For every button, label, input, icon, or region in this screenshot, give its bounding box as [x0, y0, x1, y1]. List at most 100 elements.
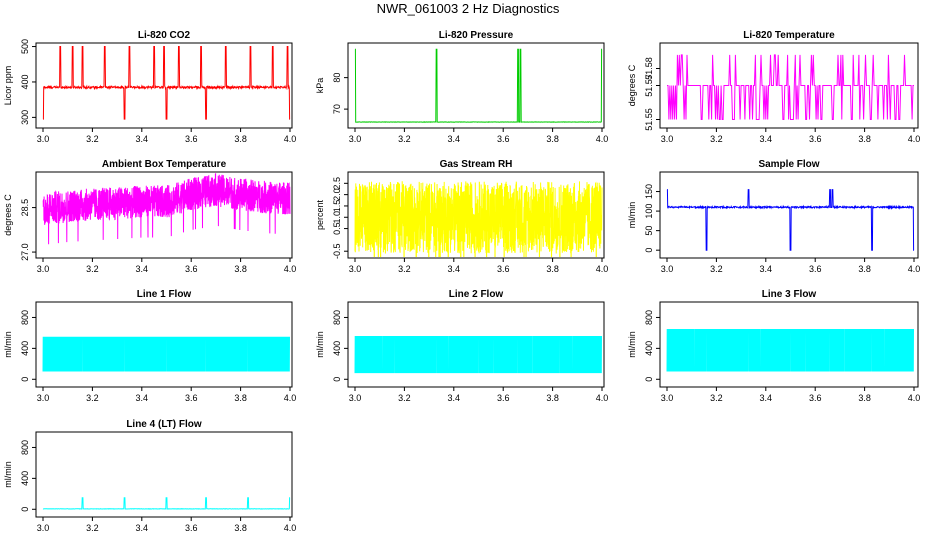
y-tick-label: 50 — [644, 226, 654, 236]
x-tick-label: 3.2 — [398, 393, 411, 403]
plot-panel-2: Li-820 Pressure kPa 3.0 3.2 3.4 3.6 3.8 4.0 70 80 — [315, 30, 608, 144]
y-tick-label: 800 — [332, 310, 342, 325]
x-tick-label: 3.2 — [710, 134, 723, 144]
x-tick-label: 3.0 — [661, 134, 674, 144]
data-series-line — [42, 497, 291, 510]
y-axis-label: ml/min — [315, 331, 325, 358]
x-tick-label: 4.0 — [284, 264, 297, 274]
x-tick-label: 3.6 — [809, 393, 822, 403]
x-tick-label: 3.4 — [136, 523, 149, 533]
y-tick-label: -0.5 — [332, 243, 342, 259]
plot-frame — [35, 171, 293, 259]
y-tick-label: 51.57 — [644, 74, 654, 97]
plot-title: Gas Stream RH — [440, 159, 513, 170]
plot-title: Line 1 Flow — [137, 289, 192, 300]
plot-frame — [35, 42, 293, 129]
plot-panel-7: Line 1 Flow ml/min 3.0 3.2 3.4 3.6 3.8 4.0 0 400 8… — [3, 289, 296, 403]
y-axis-label: ml/min — [3, 331, 13, 358]
data-series-line — [42, 173, 291, 245]
x-tick-label: 3.6 — [497, 264, 510, 274]
x-tick-label: 3.8 — [858, 134, 871, 144]
x-tick-label: 3.0 — [37, 134, 50, 144]
x-tick-label: 3.2 — [710, 264, 723, 274]
y-tick-label: 400 — [20, 74, 30, 89]
data-series-line — [666, 189, 915, 251]
x-tick-label: 3.8 — [234, 393, 247, 403]
y-tick-label: 400 — [20, 341, 30, 356]
x-tick-label: 3.8 — [546, 393, 559, 403]
y-axis-label: ml/min — [627, 331, 637, 358]
plot-frame — [347, 42, 605, 129]
x-tick-label: 3.2 — [86, 523, 99, 533]
plot-title: Sample Flow — [758, 159, 819, 170]
plot-title: Ambient Box Temperature — [102, 159, 227, 170]
y-tick-label: 80 — [332, 73, 342, 83]
y-axis-label: kPa — [315, 78, 325, 94]
plot-frame — [659, 171, 919, 259]
y-tick-label: 0 — [644, 248, 654, 253]
x-tick-label: 3.2 — [86, 264, 99, 274]
x-tick-label: 3.6 — [497, 134, 510, 144]
x-tick-label: 3.8 — [234, 134, 247, 144]
y-tick-label: 28.5 — [20, 199, 30, 217]
y-tick-label: 0 — [20, 507, 30, 512]
y-tick-label: 400 — [20, 471, 30, 486]
y-tick-label: 0 — [20, 377, 30, 382]
plot-frame — [659, 301, 919, 388]
plot-panel-3: Li-820 Temperature degrees C 3.0 3.2 3.4 3.6 3… — [627, 30, 920, 144]
plot-title: Li-820 Pressure — [439, 30, 514, 41]
plot-frame — [347, 171, 605, 259]
y-axis-label: ml/min — [3, 461, 13, 488]
data-series-line — [354, 181, 603, 257]
x-tick-label: 3.0 — [37, 393, 50, 403]
y-tick-label: 0 — [332, 377, 342, 382]
plot-title: Li-820 Temperature — [743, 30, 835, 41]
y-axis-label: percent — [315, 199, 325, 230]
x-tick-label: 3.0 — [661, 264, 674, 274]
x-tick-label: 3.6 — [185, 264, 198, 274]
data-series-line — [354, 335, 602, 374]
data-series-line — [42, 336, 290, 372]
plot-frame — [347, 301, 605, 388]
x-tick-label: 3.8 — [234, 523, 247, 533]
x-tick-label: 3.4 — [448, 134, 461, 144]
y-tick-label: 100 — [644, 204, 654, 219]
plot-panel-6: Sample Flow ml/min 3.0 3.2 3.4 3.6 3.8 4.0 0 50 10… — [627, 159, 920, 274]
plot-panel-4: Ambient Box Temperature degrees C 3.0 3.2 3.… — [3, 159, 296, 274]
x-tick-label: 4.0 — [908, 264, 921, 274]
y-tick-label: 500 — [20, 39, 30, 54]
y-tick-label: 300 — [20, 110, 30, 125]
plot-title: Line 3 Flow — [762, 289, 817, 300]
y-tick-label: 2.5 — [332, 177, 342, 190]
y-tick-label: 400 — [644, 341, 654, 356]
x-tick-label: 3.0 — [37, 264, 50, 274]
x-tick-label: 3.4 — [136, 393, 149, 403]
y-tick-label: 27.0 — [20, 243, 30, 261]
x-tick-label: 3.0 — [349, 134, 362, 144]
plot-panel-9: Line 3 Flow ml/min 3.0 3.2 3.4 3.6 3.8 4.0 0 400 8… — [627, 289, 920, 403]
x-tick-label: 4.0 — [596, 134, 609, 144]
x-tick-label: 3.6 — [185, 134, 198, 144]
y-tick-label: 2.0 — [332, 188, 342, 201]
x-tick-label: 3.8 — [234, 264, 247, 274]
x-tick-label: 3.8 — [546, 134, 559, 144]
y-tick-label: 51.58 — [644, 57, 654, 80]
x-tick-label: 3.8 — [858, 264, 871, 274]
x-tick-label: 3.6 — [809, 264, 822, 274]
x-tick-label: 3.2 — [710, 393, 723, 403]
x-tick-label: 3.0 — [661, 393, 674, 403]
x-tick-label: 3.6 — [185, 393, 198, 403]
x-tick-label: 3.4 — [136, 134, 149, 144]
x-tick-label: 4.0 — [908, 393, 921, 403]
plot-panel-8: Line 2 Flow ml/min 3.0 3.2 3.4 3.6 3.8 4.0 0 400 8… — [315, 289, 608, 403]
y-axis-label: ml/min — [627, 202, 637, 229]
x-tick-label: 3.2 — [398, 264, 411, 274]
y-tick-label: 0.5 — [332, 222, 342, 235]
x-tick-label: 3.2 — [398, 134, 411, 144]
y-axis-label: Licor ppm — [3, 66, 13, 106]
plot-frame — [35, 431, 293, 518]
y-axis-label: degrees C — [627, 64, 637, 106]
data-series-line — [42, 46, 291, 120]
plot-title: Li-820 CO2 — [138, 30, 191, 41]
